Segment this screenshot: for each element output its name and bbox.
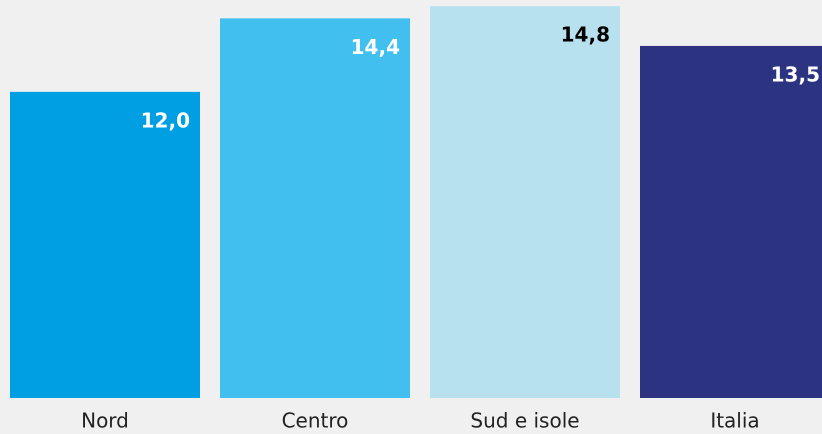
- value-label: 13,5: [771, 62, 820, 86]
- value-label: 12,0: [141, 108, 190, 132]
- category-label: Nord: [81, 409, 129, 433]
- bar: [220, 18, 410, 398]
- value-label: 14,8: [561, 23, 610, 47]
- bar: [10, 91, 200, 398]
- category-label: Sud e isole: [470, 409, 579, 433]
- bar: [430, 6, 620, 398]
- value-label: 14,4: [351, 35, 400, 59]
- category-label: Italia: [710, 409, 759, 433]
- bar: [640, 45, 822, 399]
- category-label: Centro: [282, 409, 349, 433]
